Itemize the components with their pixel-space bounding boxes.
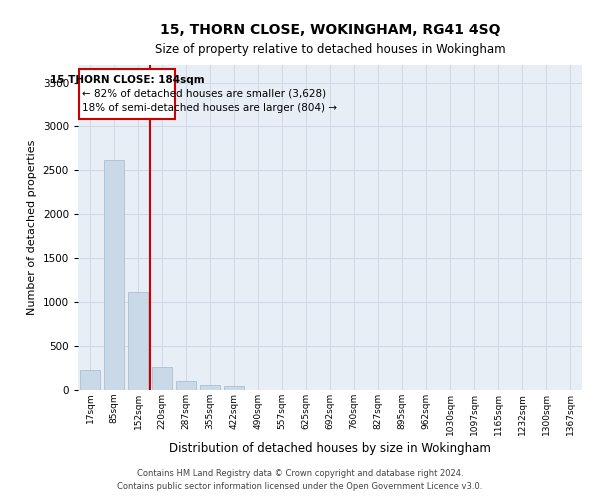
Y-axis label: Number of detached properties: Number of detached properties [27,140,37,315]
Text: 15, THORN CLOSE, WOKINGHAM, RG41 4SQ: 15, THORN CLOSE, WOKINGHAM, RG41 4SQ [160,22,500,36]
Bar [104,160,124,390]
Text: Contains HM Land Registry data © Crown copyright and database right 2024.: Contains HM Land Registry data © Crown c… [137,468,463,477]
Text: Contains public sector information licensed under the Open Government Licence v3: Contains public sector information licen… [118,482,482,491]
Bar [176,381,196,390]
Text: Size of property relative to detached houses in Wokingham: Size of property relative to detached ho… [155,42,505,56]
Bar [128,292,148,390]
Bar [224,386,244,390]
Text: ← 82% of detached houses are smaller (3,628): ← 82% of detached houses are smaller (3,… [82,89,326,99]
Text: 15 THORN CLOSE: 184sqm: 15 THORN CLOSE: 184sqm [50,74,205,85]
Text: 18% of semi-detached houses are larger (804) →: 18% of semi-detached houses are larger (… [82,104,337,114]
X-axis label: Distribution of detached houses by size in Wokingham: Distribution of detached houses by size … [169,442,491,455]
Bar [200,385,220,390]
Bar [152,366,172,390]
Bar [80,370,100,390]
Bar [79,68,175,120]
